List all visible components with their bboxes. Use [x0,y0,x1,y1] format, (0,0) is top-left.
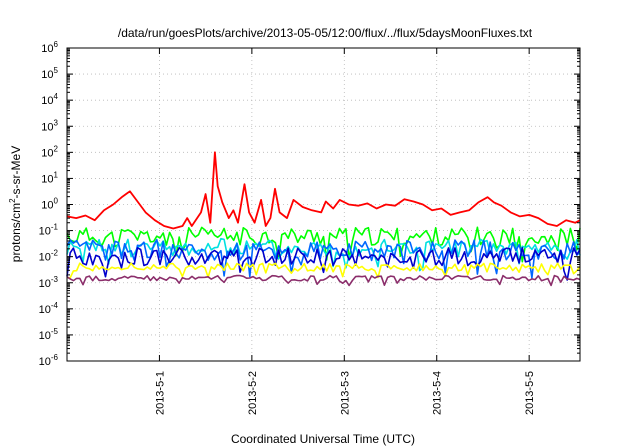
y-axis-label-rest: -s-sr-MeV [9,146,23,199]
y-tick-label: 101 [41,170,58,185]
y-tick-label: 10-3 [39,275,59,290]
x-tick-label: 2013-5-1 [154,371,166,415]
x-tick-label: 2013-5-5 [524,371,536,415]
y-tick-label: 105 [41,66,58,81]
y-tick-label-base: 10 [41,69,53,81]
y-tick-label-base: 10 [39,330,51,342]
y-tick-label-base: 10 [39,304,51,316]
y-tick-label-base: 10 [39,226,51,238]
y-tick-label-base: 10 [41,95,53,107]
series-line-6 [66,262,581,279]
y-tick-label-exp: -3 [51,275,59,284]
y-tick-label-exp: 6 [54,40,59,49]
y-tick-label-exp: 1 [54,170,59,179]
y-tick-label-base: 10 [39,252,51,264]
series-line-1 [66,151,581,230]
y-tick-label-base: 10 [39,278,51,290]
y-tick-label-exp: 0 [54,197,59,206]
y-tick-label-base: 10 [41,43,53,55]
series-line-5 [66,246,581,281]
y-tick-label-exp: -6 [51,353,59,362]
y-tick-label: 10-4 [39,301,59,316]
y-tick-label: 100 [41,197,58,212]
y-axis-label: protons/cm2-s-sr-MeV [8,146,23,262]
y-tick-label-base: 10 [41,121,53,133]
y-tick-label: 104 [41,92,58,107]
y-tick-label-base: 10 [41,200,53,212]
y-axis-label-base: protons/cm [9,203,23,262]
axis-labels: 10-610-510-410-310-210-11001011021031041… [39,40,537,415]
y-tick-label-base: 10 [41,173,53,185]
y-tick-label-exp: 3 [54,118,59,127]
y-tick-label: 10-6 [39,353,59,368]
y-tick-label-base: 10 [41,147,53,159]
series-line-7 [66,274,581,287]
x-axis-label: Coordinated Universal Time (UTC) [231,432,415,446]
chart-title: /data/run/goesPlots/archive/2013-05-05/1… [118,26,533,40]
x-tick-label: 2013-5-3 [339,371,351,415]
y-tick-label-exp: 4 [54,92,59,101]
y-tick-label-base: 10 [39,356,51,368]
axis-ticks [67,47,580,362]
x-tick-label: 2013-5-4 [432,371,444,415]
x-tick-label: 2013-5-2 [247,371,259,415]
y-tick-label-exp: -1 [51,223,59,232]
y-tick-label-exp: 5 [54,66,59,75]
grid-lines [67,48,580,361]
y-tick-label: 10-5 [39,327,59,342]
y-tick-label: 106 [41,40,58,55]
y-tick-label-exp: -2 [51,249,59,258]
y-tick-label: 10-2 [39,249,59,264]
y-tick-label-exp: -5 [51,327,59,336]
y-tick-label-exp: 2 [54,144,59,153]
y-tick-label-exp: -4 [51,301,59,310]
y-tick-label: 103 [41,118,58,133]
series-layer [66,151,581,287]
y-tick-label: 10-1 [39,223,59,238]
y-axis-label-sup: 2 [8,198,17,203]
y-tick-label: 102 [41,144,58,159]
series-line-2 [66,226,581,263]
